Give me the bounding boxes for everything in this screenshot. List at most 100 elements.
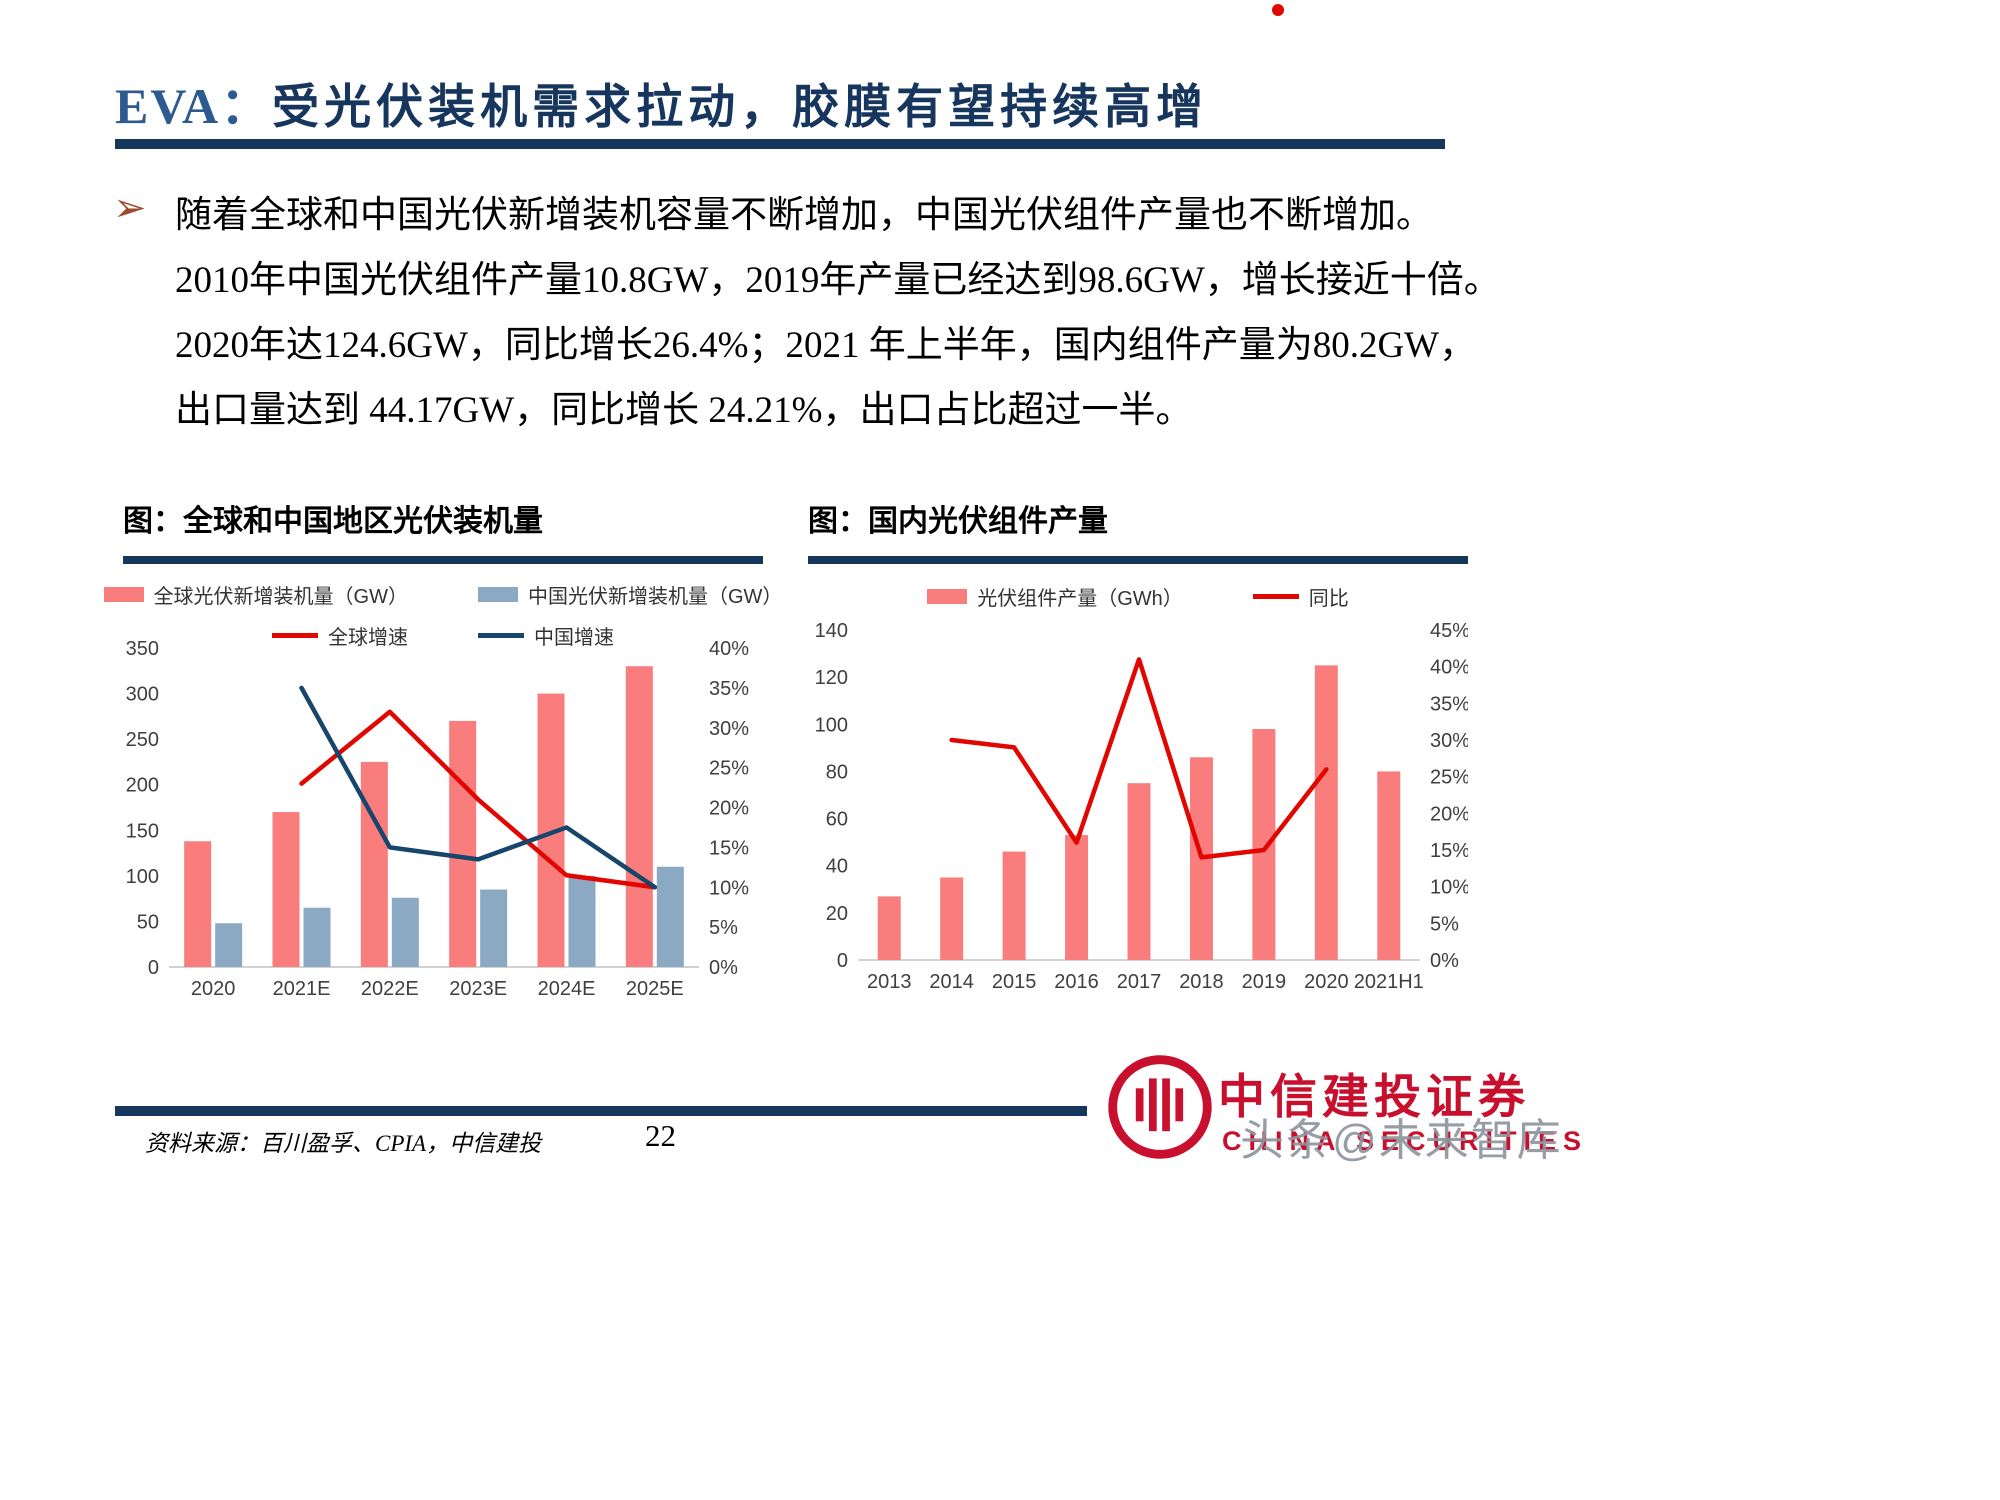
y-left-tick-label: 50 (137, 911, 159, 933)
y-left-tick-label: 250 (126, 729, 159, 751)
body-line: 2020年达124.6GW，同比增长26.4%；2021 年上半年，国内组件产量… (175, 325, 1477, 366)
page-title: EVA：受光伏装机需求拉动，胶膜有望持续高增 (115, 66, 1208, 138)
line-series (299, 709, 658, 890)
legend-item: 全球增速 (272, 621, 408, 650)
y-right-tick-label: 40% (709, 638, 749, 660)
legend-label: 同比 (1308, 588, 1349, 610)
bar (940, 877, 964, 960)
y-right-tick-label: 40% (1430, 657, 1468, 679)
x-tick-label: 2016 (1054, 971, 1099, 993)
body-line: 随着全球和中国光伏新增装机容量不断增加，中国光伏组件产量也不断增加。 (175, 195, 1433, 236)
y-left-tick-label: 20 (826, 903, 848, 925)
bar (215, 923, 243, 967)
x-tick-label: 2019 (1242, 971, 1287, 993)
chart-caption-rule-left (123, 556, 763, 564)
chart-legend-left: 全球光伏新增装机量（GW） 中国光伏新增装机量（GW） 全球增速 中国增速 (103, 580, 782, 650)
y-left-tick-label: 0 (837, 950, 848, 972)
legend-label: 全球增速 (328, 627, 408, 649)
bar (1314, 665, 1338, 960)
bar (184, 841, 212, 967)
y-right-tick-label: 35% (709, 678, 749, 700)
line-series (299, 685, 658, 890)
y-right-tick-label: 5% (709, 917, 738, 939)
legend-item: 全球光伏新增装机量（GW） (103, 580, 408, 609)
x-tick-label: 2014 (929, 971, 974, 993)
body-paragraph: 随着全球和中国光伏新增装机容量不断增加，中国光伏组件产量也不断增加。 2010年… (175, 183, 1501, 443)
y-left-tick-label: 150 (126, 820, 159, 842)
source-note: 资料来源：百川盈孚、CPIA，中信建投 (145, 1131, 542, 1156)
y-right-tick-label: 30% (1430, 730, 1468, 752)
x-tick-label: 2024E (538, 978, 596, 1000)
legend-item: 光伏组件产量（GWh） (927, 582, 1183, 611)
footer-rule (115, 1106, 1087, 1116)
chart-caption-right: 图：国内光伏组件产量 (808, 505, 1108, 538)
y-left-tick-label: 120 (815, 667, 848, 689)
legend-label: 中国光伏新增装机量（GW） (528, 586, 783, 608)
y-left-tick-label: 350 (126, 638, 159, 660)
company-name-en: CHINA SECURITIES (1222, 1126, 1589, 1156)
legend-label: 全球光伏新增装机量（GW） (153, 586, 408, 608)
y-right-tick-label: 15% (1430, 840, 1468, 862)
y-left-tick-label: 140 (815, 620, 848, 642)
y-left-tick-label: 60 (826, 809, 848, 831)
y-right-tick-label: 20% (709, 798, 749, 820)
page-number: 22 (645, 1118, 676, 1153)
legend-line-swatch (478, 633, 524, 638)
legend-label: 光伏组件产量（GWh） (977, 588, 1183, 610)
y-right-tick-label: 25% (709, 758, 749, 780)
title-text: 受光伏装机需求拉动，胶膜有望持续高增 (272, 82, 1209, 134)
x-tick-label: 2025E (626, 978, 684, 1000)
x-tick-label: 2020 (191, 978, 236, 1000)
x-tick-label: 2015 (992, 971, 1037, 993)
title-prefix: EVA： (115, 78, 273, 134)
legend-row: 全球光伏新增装机量（GW） 中国光伏新增装机量（GW） (103, 580, 783, 609)
legend-line-swatch (272, 633, 318, 638)
chart-caption-left: 图：全球和中国地区光伏装机量 (123, 505, 543, 538)
bullet-arrow-icon: ➢ (113, 186, 147, 230)
bar (877, 896, 901, 960)
company-name: 中信建投证券 (1218, 1072, 1530, 1124)
legend-bar-swatch (478, 587, 518, 602)
x-tick-label: 2017 (1117, 971, 1162, 993)
chart-installations: 0 50 100 150 200 250 300 350 0% 5% 10% 15% 20% 25% 30%… (126, 638, 750, 1000)
company-logo-icon (1108, 1055, 1212, 1159)
chart-module-output: 0 20 40 60 80 100 120 140 0% 5% 10% 15% 20% 25% 30% 35%… (815, 620, 1468, 993)
bar (360, 761, 388, 967)
y-right-tick-label: 10% (709, 877, 749, 899)
x-tick-label: 2021E (273, 978, 331, 1000)
x-tick-label: 2013 (867, 971, 912, 993)
y-left-tick-label: 100 (815, 714, 848, 736)
bar (1127, 783, 1151, 960)
bar (391, 897, 419, 967)
legend-item: 中国增速 (478, 621, 614, 650)
y-left-tick-label: 0 (148, 957, 159, 979)
y-right-tick-label: 35% (1430, 693, 1468, 715)
chart-legend-right: 光伏组件产量（GWh） 同比 (808, 582, 1468, 611)
body-line: 出口量达到 44.17GW，同比增长 24.21%，出口占比超过一半。 (175, 390, 1193, 431)
y-right-tick-label: 0% (709, 957, 738, 979)
red-dot-decoration (1272, 4, 1284, 16)
x-tick-label: 2020 (1304, 971, 1349, 993)
y-left-tick-label: 300 (126, 684, 159, 706)
legend-line-swatch (1252, 594, 1299, 599)
bar (1065, 835, 1089, 960)
watermark-text: 头条@未来智库 (1240, 1116, 1563, 1165)
x-tick-label: 2021H1 (1354, 971, 1424, 993)
legend-item: 同比 (1252, 582, 1349, 611)
bar (272, 812, 300, 967)
bar (303, 907, 331, 967)
legend-row: 全球增速 中国增速 (272, 621, 614, 650)
legend-row: 光伏组件产量（GWh） 同比 (927, 582, 1349, 611)
y-left-tick-label: 200 (126, 775, 159, 797)
y-left-tick-label: 100 (126, 866, 159, 888)
legend-bar-swatch (927, 589, 968, 604)
title-underline (115, 139, 1445, 149)
bar (625, 666, 653, 967)
y-right-tick-label: 0% (1430, 950, 1459, 972)
bar (1377, 771, 1401, 960)
bar (656, 866, 684, 967)
x-tick-label: 2022E (361, 978, 419, 1000)
line-series (949, 657, 1329, 860)
y-left-tick-label: 80 (826, 761, 848, 783)
